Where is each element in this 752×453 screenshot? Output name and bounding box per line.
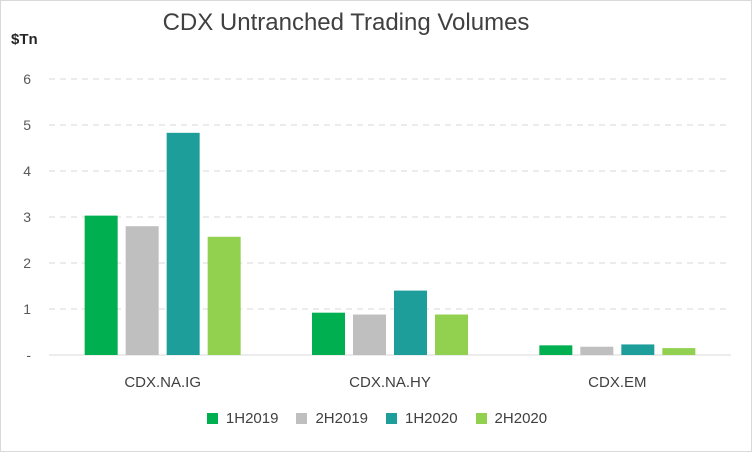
chart-title: CDX Untranched Trading Volumes (162, 9, 530, 36)
bar-1h2019-cdx-em (539, 345, 573, 355)
y-tick-label: 5 (23, 117, 31, 133)
y-tick-label: 3 (23, 209, 31, 225)
y-tick-label: 4 (23, 163, 31, 179)
bar-1h2020-cdx-na-hy (394, 290, 427, 355)
bar-1h2020-cdx-na-ig (166, 132, 200, 355)
legend-item: 2H2020 (475, 410, 548, 427)
x-category-label: CDX.NA.IG (124, 374, 201, 391)
bar-2h2020-cdx-na-ig (207, 236, 241, 355)
bar-2h2019-cdx-em (580, 346, 614, 355)
bar-1h2020-cdx-em (621, 344, 655, 355)
legend-swatch (386, 413, 397, 424)
bar-1h2019-cdx-na-hy (312, 312, 345, 355)
x-category-label: CDX.NA.HY (349, 374, 431, 391)
legend-label: 2H2019 (315, 410, 368, 427)
legend: 1H2019 2H2019 1H2020 2H2020 (1, 410, 752, 427)
legend-item: 1H2020 (386, 410, 458, 427)
bar-2h2020-cdx-em (662, 348, 696, 355)
legend-swatch (206, 413, 218, 424)
bar-2h2019-cdx-na-ig (125, 226, 159, 355)
y-axis-unit-label: $Tn (11, 31, 38, 48)
legend-label: 1H2019 (225, 410, 279, 427)
y-tick-label: 2 (23, 255, 31, 271)
legend-swatch (475, 413, 487, 424)
y-tick-label: 6 (23, 71, 31, 87)
legend-label: 1H2020 (405, 410, 458, 427)
legend-item: 2H2019 (296, 410, 368, 427)
bar-1h2019-cdx-na-ig (84, 215, 118, 355)
bar-2h2020-cdx-na-hy (435, 314, 468, 355)
y-tick-label: - (26, 347, 31, 363)
legend-swatch (296, 413, 308, 424)
bar-2h2019-cdx-na-hy (353, 314, 386, 355)
legend-label: 2H2020 (494, 410, 548, 427)
x-category-label: CDX.EM (588, 374, 646, 391)
y-tick-label: 1 (23, 301, 31, 317)
legend-item: 1H2019 (206, 410, 279, 427)
